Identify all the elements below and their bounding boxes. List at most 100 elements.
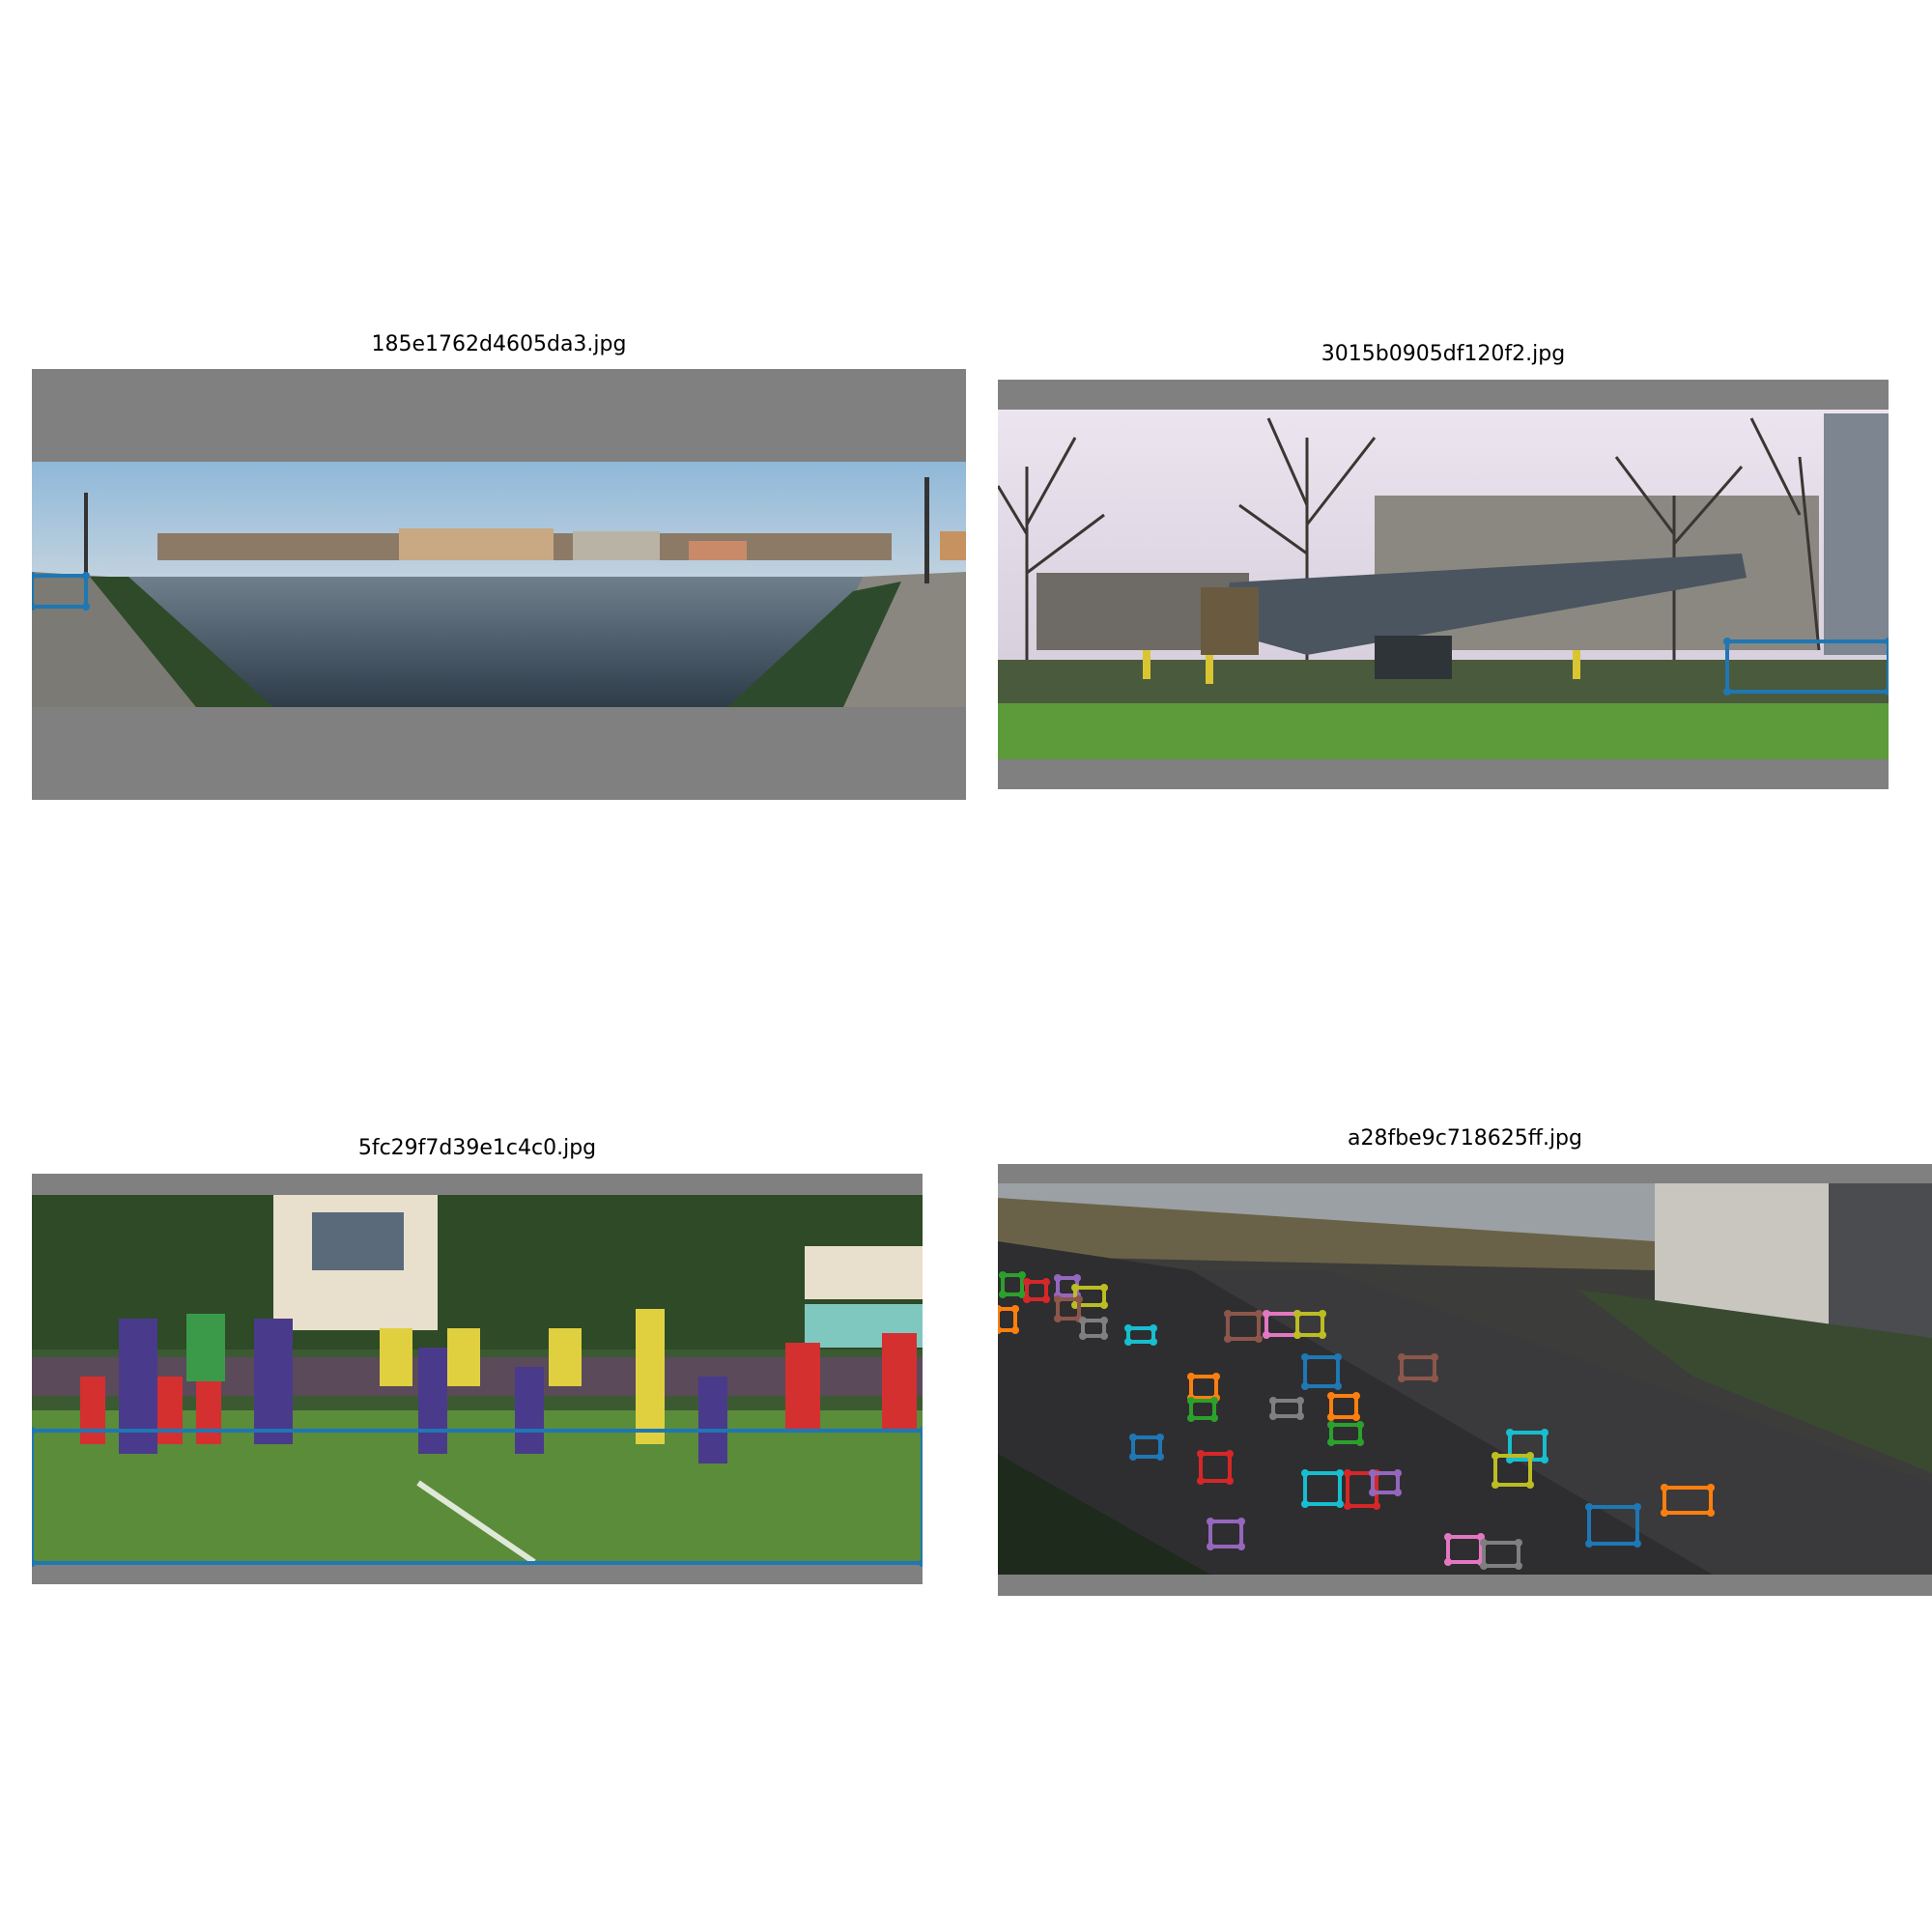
- image-panel-river-panorama: [32, 369, 966, 800]
- bounding-box-29: [1446, 1535, 1483, 1564]
- bounding-box-corner: [1327, 1413, 1335, 1421]
- bounding-box-corner: [1398, 1375, 1406, 1382]
- bounding-box-corner: [998, 1305, 1002, 1313]
- bounding-box-corner: [1515, 1539, 1522, 1547]
- bounding-box-corner: [1023, 1295, 1031, 1303]
- bounding-box-corner: [1124, 1338, 1132, 1346]
- bounding-box-corner: [1042, 1295, 1050, 1303]
- bounding-box-2: [1025, 1280, 1048, 1301]
- bounding-box-corner: [1071, 1284, 1079, 1292]
- naval-gun-park-image: [998, 410, 1889, 759]
- bounding-box-corner: [1100, 1317, 1108, 1324]
- bounding-box-20: [1199, 1452, 1232, 1483]
- bounding-box-corner: [1480, 1539, 1488, 1547]
- bounding-box-corner: [1011, 1326, 1019, 1334]
- bounding-box-corner: [1079, 1332, 1087, 1340]
- bounding-box-18: [1329, 1423, 1362, 1444]
- bounding-box-corner: [1369, 1489, 1377, 1496]
- bounding-box-12: [1303, 1355, 1340, 1388]
- bounding-box-corner: [1124, 1324, 1132, 1332]
- bounding-box-corner: [1492, 1481, 1499, 1489]
- bounding-box-corner: [1444, 1558, 1452, 1566]
- bounding-box-corner: [1207, 1543, 1214, 1550]
- bounding-box-corner: [1336, 1500, 1344, 1508]
- bounding-box-corner: [1634, 1540, 1641, 1548]
- bounding-box-corner: [1042, 1278, 1050, 1286]
- bounding-box-11: [1295, 1312, 1324, 1337]
- bounding-box-1: [1725, 639, 1889, 694]
- bounding-box-corner: [1301, 1382, 1309, 1390]
- bounding-box-corner: [1319, 1331, 1326, 1339]
- bounding-box-corner: [1526, 1452, 1534, 1460]
- bounding-box-corner: [1394, 1469, 1402, 1477]
- vehicle-bounding-boxes: [998, 1271, 1715, 1570]
- bounding-box-corner: [1100, 1332, 1108, 1340]
- bounding-box-corner: [1356, 1438, 1364, 1446]
- bounding-box-corner: [1054, 1295, 1062, 1303]
- bounding-box-corner: [1054, 1274, 1062, 1282]
- bounding-box-13: [1400, 1355, 1436, 1380]
- bounding-box-corner: [1018, 1271, 1026, 1279]
- bounding-box-corner: [1492, 1452, 1499, 1460]
- bounding-box-corner: [1344, 1469, 1351, 1477]
- bounding-box-1: [1001, 1273, 1024, 1296]
- bounding-box-corner: [1011, 1305, 1019, 1313]
- bounding-box-15: [1189, 1399, 1216, 1420]
- football-lineup-image: [32, 1195, 923, 1567]
- bounding-box-6: [1056, 1297, 1081, 1321]
- bounding-box-corner: [1237, 1543, 1245, 1550]
- bounding-box-corner: [1707, 1484, 1715, 1492]
- bounding-box-corner: [1334, 1353, 1342, 1361]
- bounding-box-corner: [1075, 1295, 1083, 1303]
- bounding-box-corner: [1319, 1310, 1326, 1318]
- bounding-box-corner: [1100, 1284, 1108, 1292]
- bounding-box-corner: [1212, 1373, 1220, 1380]
- bounding-box-9: [1226, 1312, 1261, 1341]
- bounding-box-21: [1303, 1471, 1342, 1506]
- bounding-box-4: [1073, 1286, 1106, 1307]
- bounding-box-corner: [1634, 1503, 1641, 1511]
- bounding-box-corner: [1207, 1518, 1214, 1525]
- bounding-box-corner: [1023, 1278, 1031, 1286]
- bounding-box-corner: [1327, 1421, 1335, 1429]
- panel-title-1: 185e1762d4605da3.jpg: [371, 332, 627, 356]
- bounding-box-corner: [1018, 1291, 1026, 1298]
- bounding-box-16: [1271, 1399, 1302, 1418]
- bounding-box-corner: [1301, 1469, 1309, 1477]
- bounding-box-corner: [1187, 1373, 1195, 1380]
- bounding-box-corner: [1541, 1429, 1548, 1436]
- bounding-box-corner: [1431, 1375, 1438, 1382]
- bounding-box-1: [32, 1429, 923, 1565]
- bounding-box-corner: [1226, 1450, 1234, 1458]
- bounding-box-corner: [1373, 1502, 1380, 1510]
- bounding-box-corner: [1079, 1317, 1087, 1324]
- bounding-box-corner: [1344, 1502, 1351, 1510]
- bounding-box-1: [32, 574, 88, 609]
- panel-title-3: 5fc29f7d39e1c4c0.jpg: [357, 1136, 597, 1160]
- river-panorama-image: [32, 462, 966, 707]
- bounding-box-corner: [999, 1271, 1007, 1279]
- bounding-box-corner: [1707, 1509, 1715, 1517]
- bounding-box-corner: [1269, 1397, 1277, 1405]
- bounding-box-corner: [1296, 1412, 1304, 1420]
- bounding-box-22: [1346, 1471, 1378, 1508]
- bounding-box-corner: [1187, 1414, 1195, 1422]
- bounding-box-corner: [1187, 1397, 1195, 1405]
- bounding-box-corner: [1352, 1392, 1360, 1400]
- bounding-box-corner: [1224, 1310, 1232, 1318]
- bounding-box-corner: [1150, 1324, 1157, 1332]
- bounding-box-corner: [1226, 1477, 1234, 1485]
- bounding-box-24: [1508, 1431, 1547, 1462]
- bounding-box-corner: [1541, 1456, 1548, 1463]
- bounding-box-corner: [998, 1326, 1002, 1334]
- bounding-box-corner: [1585, 1540, 1593, 1548]
- bounding-box-corner: [1334, 1382, 1342, 1390]
- bounding-box-corner: [1263, 1331, 1270, 1339]
- bounding-box-corner: [1398, 1353, 1406, 1361]
- bounding-box-corner: [1073, 1274, 1081, 1282]
- bounding-box-corner: [1336, 1469, 1344, 1477]
- bounding-box-corner: [1661, 1484, 1668, 1492]
- image-panel-football-lineup: [32, 1174, 923, 1584]
- bounding-box-corner: [1661, 1509, 1668, 1517]
- bounding-box-corner: [1100, 1301, 1108, 1309]
